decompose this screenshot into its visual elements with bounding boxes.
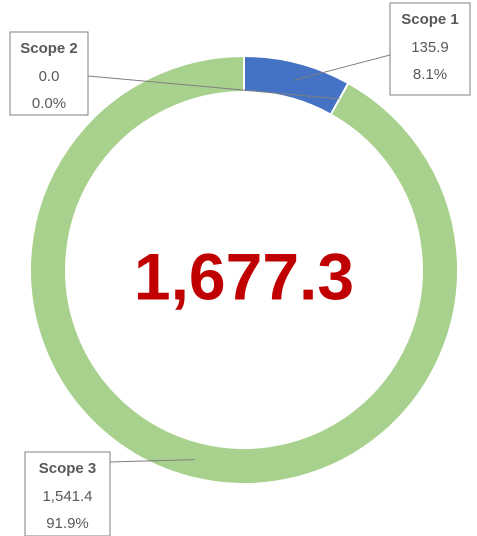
donut bbox=[29, 54, 459, 485]
leader-line bbox=[109, 459, 195, 463]
label-value: 0.0 bbox=[39, 68, 60, 85]
center-total: 1,677.3 bbox=[134, 239, 354, 313]
label-box bbox=[24, 451, 111, 536]
label-name: Scope 3 bbox=[39, 460, 97, 477]
label-value: 1,541.4 bbox=[42, 488, 92, 505]
label-name: Scope 1 bbox=[401, 11, 459, 28]
leader-line bbox=[87, 75, 340, 100]
label-box bbox=[9, 31, 89, 116]
data-labels: Scope 1 135.9 8.1% Scope 2 0.0 0.0% Scope 3 1,5… bbox=[9, 2, 471, 536]
slice bbox=[29, 54, 459, 485]
label-percent: 8.1% bbox=[413, 66, 447, 83]
label-value: 135.9 bbox=[411, 39, 449, 56]
slice bbox=[243, 54, 350, 116]
label-percent: 0.0% bbox=[32, 95, 66, 112]
label-box bbox=[389, 2, 471, 96]
leader-line bbox=[293, 54, 391, 81]
label-percent: 91.9% bbox=[46, 515, 89, 532]
label-name: Scope 2 bbox=[20, 40, 78, 57]
